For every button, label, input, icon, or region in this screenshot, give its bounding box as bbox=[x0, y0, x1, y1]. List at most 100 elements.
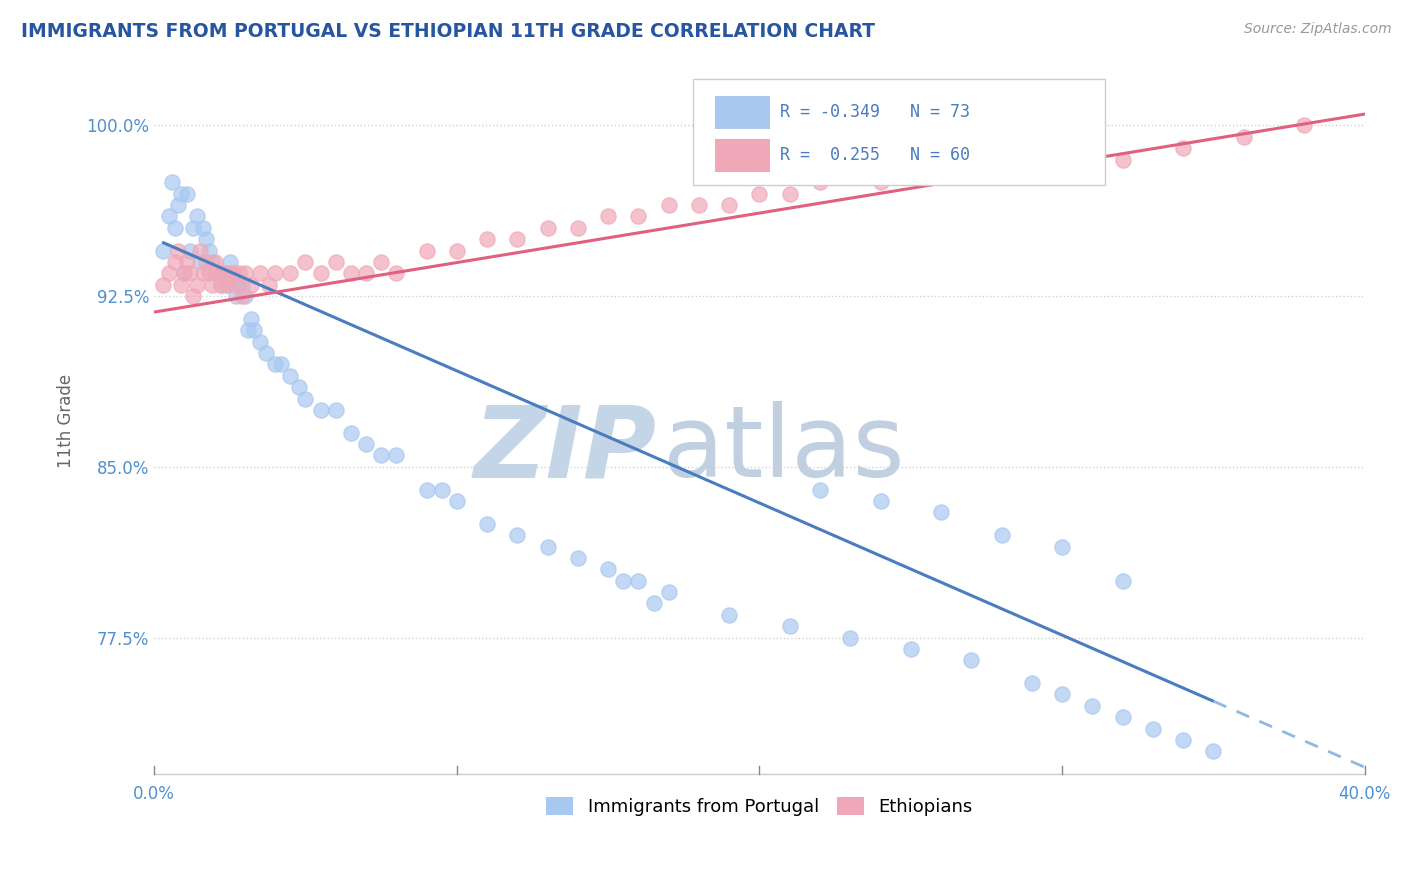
Point bbox=[475, 516, 498, 531]
Text: ZIP: ZIP bbox=[474, 401, 657, 498]
Point bbox=[475, 232, 498, 246]
Point bbox=[231, 289, 253, 303]
Point bbox=[506, 528, 529, 542]
Point bbox=[201, 255, 224, 269]
FancyBboxPatch shape bbox=[714, 96, 770, 128]
Point bbox=[222, 266, 245, 280]
Point bbox=[869, 494, 891, 508]
Point bbox=[240, 312, 263, 326]
Point bbox=[294, 255, 316, 269]
Point bbox=[779, 619, 801, 633]
Point bbox=[152, 244, 174, 258]
Point bbox=[218, 266, 240, 280]
Point bbox=[228, 277, 250, 292]
Point bbox=[612, 574, 634, 588]
Point bbox=[204, 266, 226, 280]
Point bbox=[839, 631, 862, 645]
Point bbox=[157, 210, 180, 224]
Point bbox=[236, 323, 259, 337]
Point bbox=[446, 244, 468, 258]
Point bbox=[249, 334, 271, 349]
Point bbox=[960, 653, 983, 667]
Point bbox=[1142, 722, 1164, 736]
Point bbox=[808, 483, 831, 497]
Point bbox=[231, 277, 253, 292]
Point bbox=[233, 266, 256, 280]
Point bbox=[270, 358, 292, 372]
Point bbox=[1050, 153, 1073, 167]
Point bbox=[1173, 733, 1195, 747]
Point bbox=[249, 266, 271, 280]
Point bbox=[430, 483, 453, 497]
Point bbox=[162, 175, 184, 189]
Point bbox=[567, 220, 589, 235]
Point bbox=[1233, 129, 1256, 144]
Point bbox=[186, 277, 208, 292]
Point bbox=[354, 266, 377, 280]
Point bbox=[340, 266, 363, 280]
Text: R = -0.349   N = 73: R = -0.349 N = 73 bbox=[780, 103, 970, 120]
Point bbox=[1173, 141, 1195, 155]
Y-axis label: 11th Grade: 11th Grade bbox=[58, 375, 75, 468]
Point bbox=[233, 289, 256, 303]
FancyBboxPatch shape bbox=[693, 79, 1105, 185]
Point bbox=[197, 244, 219, 258]
Point bbox=[385, 449, 408, 463]
Point bbox=[1111, 710, 1133, 724]
Point bbox=[204, 255, 226, 269]
Point bbox=[215, 277, 238, 292]
Point bbox=[658, 198, 681, 212]
Point bbox=[415, 244, 437, 258]
Point bbox=[506, 232, 529, 246]
Point bbox=[294, 392, 316, 406]
Point bbox=[173, 266, 195, 280]
Point bbox=[415, 483, 437, 497]
Point bbox=[1050, 540, 1073, 554]
Point bbox=[240, 277, 263, 292]
Point bbox=[385, 266, 408, 280]
Point bbox=[658, 585, 681, 599]
Legend: Immigrants from Portugal, Ethiopians: Immigrants from Portugal, Ethiopians bbox=[537, 788, 981, 825]
Point bbox=[165, 255, 187, 269]
Point bbox=[929, 164, 952, 178]
Point bbox=[1111, 153, 1133, 167]
Point bbox=[209, 277, 232, 292]
Point bbox=[183, 220, 205, 235]
Point bbox=[225, 289, 247, 303]
Point bbox=[354, 437, 377, 451]
Text: IMMIGRANTS FROM PORTUGAL VS ETHIOPIAN 11TH GRADE CORRELATION CHART: IMMIGRANTS FROM PORTUGAL VS ETHIOPIAN 11… bbox=[21, 22, 875, 41]
Point bbox=[179, 244, 201, 258]
Point bbox=[165, 220, 187, 235]
Point bbox=[567, 550, 589, 565]
Point bbox=[176, 255, 198, 269]
Point bbox=[808, 175, 831, 189]
Point bbox=[194, 255, 217, 269]
Point bbox=[1111, 574, 1133, 588]
Point bbox=[176, 186, 198, 201]
Point bbox=[264, 266, 287, 280]
Point bbox=[370, 255, 392, 269]
Point bbox=[718, 198, 741, 212]
Text: Source: ZipAtlas.com: Source: ZipAtlas.com bbox=[1244, 22, 1392, 37]
Point bbox=[309, 266, 332, 280]
Point bbox=[188, 244, 211, 258]
Point bbox=[167, 244, 190, 258]
Point bbox=[215, 277, 238, 292]
Point bbox=[325, 255, 347, 269]
Point bbox=[173, 266, 195, 280]
Point bbox=[194, 232, 217, 246]
Point bbox=[186, 210, 208, 224]
Point bbox=[222, 266, 245, 280]
Point bbox=[627, 210, 650, 224]
Point bbox=[191, 220, 214, 235]
Point bbox=[536, 540, 558, 554]
Point bbox=[170, 186, 193, 201]
Point bbox=[212, 266, 235, 280]
Point bbox=[167, 198, 190, 212]
Point bbox=[264, 358, 287, 372]
Point bbox=[179, 266, 201, 280]
Point bbox=[191, 266, 214, 280]
Point bbox=[257, 277, 280, 292]
Point bbox=[779, 186, 801, 201]
Point bbox=[207, 266, 229, 280]
